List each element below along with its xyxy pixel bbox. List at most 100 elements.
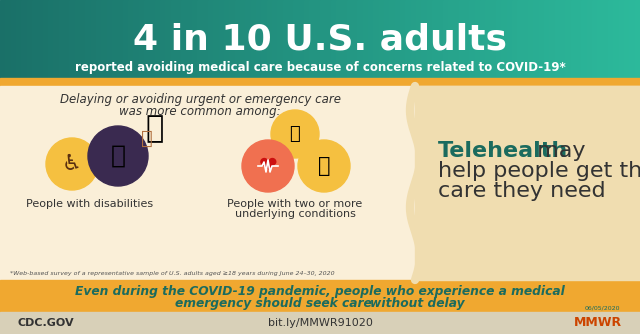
Bar — [512, 0, 518, 80]
Bar — [336, 0, 342, 80]
Bar — [272, 0, 278, 80]
Bar — [48, 0, 54, 80]
Text: reported avoiding medical care because of concerns related to COVID-19*: reported avoiding medical care because o… — [75, 60, 565, 73]
Bar — [0, 312, 640, 334]
Bar — [395, 0, 401, 80]
Bar — [176, 0, 182, 80]
Bar — [267, 0, 273, 80]
Bar — [491, 0, 497, 80]
Bar — [629, 0, 636, 80]
Text: 🩸: 🩸 — [290, 125, 300, 143]
Text: 👂: 👂 — [111, 144, 125, 168]
Bar — [5, 0, 12, 80]
Text: was more common among:: was more common among: — [119, 105, 281, 118]
Bar — [363, 0, 369, 80]
Bar — [139, 0, 145, 80]
Bar — [416, 0, 422, 80]
Bar — [555, 0, 561, 80]
Bar — [581, 0, 588, 80]
Text: bit.ly/MMWR91020: bit.ly/MMWR91020 — [268, 318, 372, 328]
Text: People with disabilities: People with disabilities — [26, 199, 154, 209]
Bar — [576, 0, 582, 80]
Bar — [53, 0, 60, 80]
Bar — [475, 0, 481, 80]
Text: 06/05/2020: 06/05/2020 — [584, 306, 620, 311]
Bar — [304, 0, 310, 80]
Circle shape — [88, 126, 148, 186]
Bar — [32, 0, 38, 80]
Bar — [117, 0, 124, 80]
Bar — [384, 0, 390, 80]
Bar — [208, 0, 214, 80]
Text: Even during the COVID-19 pandemic, people who experience a medical: Even during the COVID-19 pandemic, peopl… — [75, 285, 565, 298]
Bar — [283, 0, 289, 80]
Bar — [464, 0, 470, 80]
Text: without delay: without delay — [370, 298, 465, 311]
Text: help people get the: help people get the — [438, 161, 640, 181]
Bar — [16, 0, 22, 80]
Bar — [21, 0, 28, 80]
Bar — [160, 0, 166, 80]
Bar — [597, 0, 604, 80]
Bar — [533, 0, 540, 80]
Bar — [544, 0, 550, 80]
Bar — [635, 0, 640, 80]
Text: CDC.GOV: CDC.GOV — [18, 318, 75, 328]
Bar — [261, 0, 268, 80]
Bar — [192, 0, 198, 80]
Bar — [112, 0, 118, 80]
Bar — [373, 0, 380, 80]
Bar — [299, 0, 305, 80]
Bar — [453, 0, 460, 80]
Bar — [155, 0, 161, 80]
Text: 🫁: 🫁 — [317, 156, 330, 176]
Bar — [507, 0, 513, 80]
Bar — [565, 0, 572, 80]
Bar — [437, 0, 444, 80]
Text: 📄: 📄 — [146, 115, 164, 144]
Bar — [11, 0, 17, 80]
Bar — [171, 0, 177, 80]
Bar — [203, 0, 209, 80]
Bar — [69, 0, 76, 80]
Bar — [592, 0, 598, 80]
Text: ✋: ✋ — [141, 129, 153, 148]
Bar — [219, 0, 225, 80]
Bar — [603, 0, 609, 80]
Bar — [315, 0, 321, 80]
Bar — [443, 0, 449, 80]
Bar — [485, 0, 492, 80]
Text: ♿: ♿ — [62, 154, 82, 174]
Text: ❤: ❤ — [259, 156, 277, 176]
Bar — [415, 86, 640, 280]
Text: 4 in 10 U.S. adults: 4 in 10 U.S. adults — [133, 23, 507, 57]
Bar — [96, 0, 102, 80]
Bar — [181, 0, 188, 80]
Bar — [517, 0, 524, 80]
Bar — [59, 0, 65, 80]
Text: may: may — [530, 141, 586, 161]
Bar — [187, 0, 193, 80]
Bar — [411, 0, 417, 80]
Bar — [368, 0, 374, 80]
Bar — [432, 0, 438, 80]
Bar — [43, 0, 49, 80]
Circle shape — [298, 140, 350, 192]
Bar — [469, 0, 476, 80]
Text: care they need: care they need — [438, 181, 605, 201]
Bar — [27, 0, 33, 80]
Bar — [480, 0, 486, 80]
Text: People with two or more: People with two or more — [227, 199, 363, 209]
Bar — [107, 0, 113, 80]
Bar — [0, 78, 640, 86]
Circle shape — [271, 110, 319, 158]
Bar — [165, 0, 172, 80]
Bar — [539, 0, 545, 80]
Bar — [149, 0, 156, 80]
Bar — [240, 0, 246, 80]
Bar — [224, 0, 230, 80]
Bar — [235, 0, 241, 80]
Bar — [427, 0, 433, 80]
Bar — [341, 0, 348, 80]
Bar — [496, 0, 502, 80]
